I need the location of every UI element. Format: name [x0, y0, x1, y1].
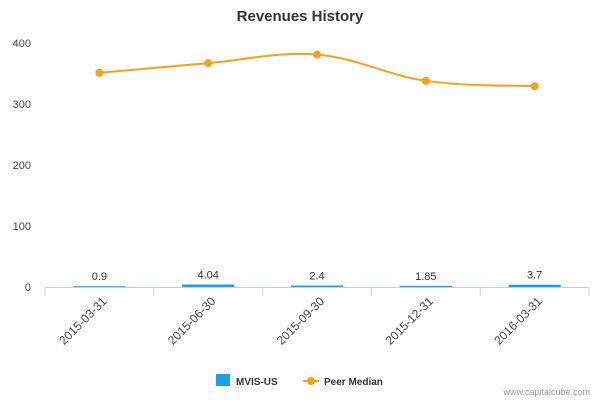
- mvis-us-bars: [73, 284, 561, 287]
- y-tick-label: 100: [13, 221, 31, 233]
- chart-title: Revenues History: [237, 8, 364, 25]
- x-tick-label: 2015-03-31: [56, 294, 110, 348]
- x-tick-label: 2015-09-30: [274, 294, 328, 348]
- bar-mvis-us[interactable]: [182, 284, 235, 287]
- bar-mvis-us[interactable]: [73, 286, 126, 287]
- y-tick-label: 400: [13, 38, 31, 50]
- bar-data-label: 4.04: [197, 270, 218, 282]
- x-tick-label: 2016-03-31: [491, 294, 545, 348]
- legend-marker-peer-median[interactable]: [307, 377, 315, 385]
- peer-median-point[interactable]: [530, 82, 539, 91]
- y-tick-label: 0: [25, 282, 31, 294]
- peer-median-point[interactable]: [313, 50, 321, 59]
- bar-data-label: 3.7: [527, 270, 542, 282]
- peer-median-point[interactable]: [421, 76, 430, 85]
- legend[interactable]: MVIS-US Peer Median: [216, 374, 383, 388]
- bar-mvis-us[interactable]: [508, 284, 561, 287]
- x-tick-label: 2015-06-30: [165, 294, 219, 348]
- credit-text: www.capitalcube.com: [502, 387, 590, 397]
- x-axis: 2015-03-31 2015-06-30 2015-09-30 2015-12-31…: [44, 287, 590, 348]
- legend-swatch-mvis-us[interactable]: [216, 374, 230, 386]
- legend-label-mvis-us[interactable]: MVIS-US: [236, 377, 278, 388]
- peer-median-point[interactable]: [204, 59, 213, 68]
- bar-data-label: 0.9: [92, 271, 107, 283]
- peer-median-point[interactable]: [95, 68, 104, 77]
- bar-data-label: 2.4: [309, 271, 324, 283]
- bar-data-label: 1.85: [415, 271, 436, 283]
- y-axis: 0 100 200 300 400: [13, 38, 31, 294]
- bar-mvis-us[interactable]: [290, 285, 344, 287]
- bar-mvis-us[interactable]: [399, 285, 452, 287]
- y-tick-label: 300: [13, 99, 31, 111]
- peer-median-line: [99, 52, 535, 88]
- peer-median-series: [95, 50, 539, 91]
- legend-label-peer-median[interactable]: Peer Median: [324, 377, 383, 388]
- x-tick-label: 2015-12-31: [383, 294, 437, 348]
- bar-data-labels: 0.9 4.04 2.4 1.85 3.7: [92, 270, 542, 284]
- y-tick-label: 200: [13, 160, 31, 172]
